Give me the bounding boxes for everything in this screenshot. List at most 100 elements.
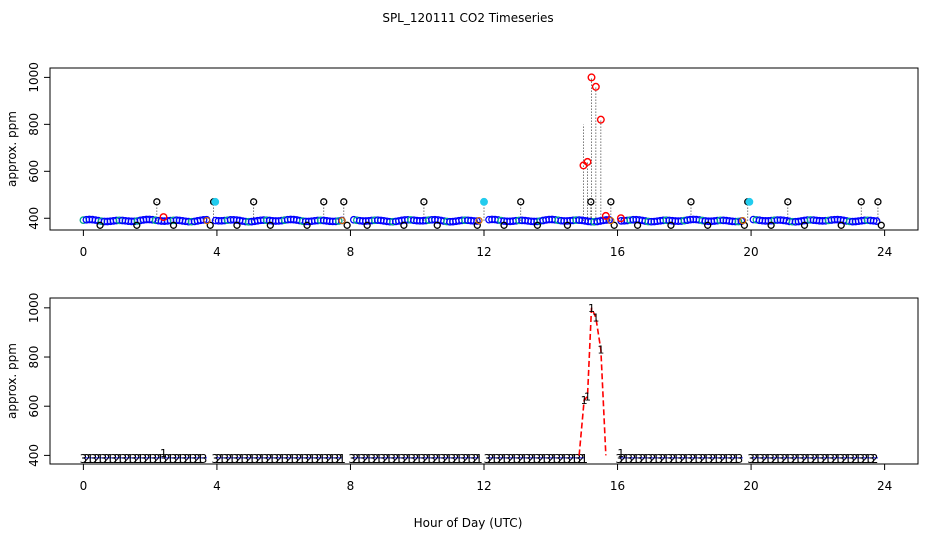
bottom-baseline-glyph: 3 bbox=[635, 452, 643, 466]
bottom-baseline-glyph: 3 bbox=[685, 452, 693, 466]
bottom-baseline-glyph: 1 bbox=[652, 452, 660, 466]
bottom-spike-line bbox=[578, 307, 607, 456]
top-low-point bbox=[433, 221, 441, 229]
bottom-baseline-glyph: 3 bbox=[272, 452, 280, 466]
top-low-point bbox=[837, 221, 845, 229]
bottom-baseline-glyph: 3 bbox=[706, 452, 714, 466]
top-orange-flag bbox=[203, 217, 211, 225]
bottom-baseline-glyph: 1 bbox=[824, 452, 832, 466]
bottom-baseline-glyph: 2 bbox=[751, 452, 759, 466]
bottom-baseline-glyph: 3 bbox=[388, 452, 396, 466]
bottom-baseline-glyph: 3 bbox=[524, 452, 532, 466]
bottom-baseline-glyph: 2 bbox=[629, 452, 637, 466]
bottom-baseline-glyph: 3 bbox=[514, 452, 522, 466]
bottom-baseline-glyph: 2 bbox=[669, 452, 677, 466]
bottom-baseline-glyph: 1 bbox=[228, 452, 236, 466]
bottom-baseline-glyph: 1 bbox=[455, 452, 463, 466]
bottom-baseline-glyph: 3 bbox=[645, 452, 653, 466]
bottom-baseline-glyph: 3 bbox=[716, 452, 724, 466]
bottom-baseline-glyph: 2 bbox=[452, 452, 460, 466]
top-high-point bbox=[587, 198, 595, 206]
bottom-baseline-glyph: 3 bbox=[696, 452, 704, 466]
bottom-baseline-glyph: 1 bbox=[560, 452, 568, 466]
bottom-baseline-glyph: 3 bbox=[358, 452, 366, 466]
bottom-baseline-glyph: 2 bbox=[679, 452, 687, 466]
top-high-point bbox=[320, 198, 328, 206]
top-low-point bbox=[500, 221, 508, 229]
bottom-baseline-glyph: 2 bbox=[352, 452, 360, 466]
bottom-baseline-glyph: 3 bbox=[504, 452, 512, 466]
bottom-spike-glyph: 1 bbox=[584, 390, 591, 403]
bottom-baseline-glyph: 3 bbox=[241, 452, 249, 466]
bottom-baseline-glyph: 2 bbox=[325, 452, 333, 466]
top-ytick-label: 600 bbox=[27, 160, 41, 183]
bottom-baseline-glyph: 2 bbox=[412, 452, 420, 466]
bottom-ytick-label: 800 bbox=[27, 346, 41, 369]
top-low-point bbox=[206, 221, 214, 229]
top-high-point bbox=[687, 198, 695, 206]
bottom-baseline-glyph: 3 bbox=[90, 452, 98, 466]
top-cyan-flag bbox=[211, 197, 220, 206]
bottom-baseline-glyph: 3 bbox=[368, 452, 376, 466]
top-low-point bbox=[877, 221, 885, 229]
bottom-baseline-glyph: 3 bbox=[190, 452, 198, 466]
x-axis-label: Hour of Day (UTC) bbox=[414, 516, 523, 530]
bottom-baseline-glyph: 1 bbox=[328, 452, 336, 466]
bottom-baseline-glyph: 1 bbox=[415, 452, 423, 466]
bottom-baseline-glyph: 2 bbox=[811, 452, 819, 466]
bottom-baseline-glyph: 2 bbox=[462, 452, 470, 466]
bottom-baseline-glyph: 2 bbox=[821, 452, 829, 466]
bottom-baseline-glyph: 1 bbox=[116, 452, 124, 466]
bottom-baseline-glyph: 1 bbox=[248, 452, 256, 466]
bottom-baseline-glyph: 3 bbox=[150, 452, 158, 466]
bottom-baseline-glyph: 3 bbox=[747, 452, 755, 466]
top-xtick-label: 0 bbox=[80, 245, 88, 259]
top-orange-flag bbox=[475, 217, 483, 225]
top-low-point bbox=[96, 221, 104, 229]
bottom-baseline-glyph: 1 bbox=[722, 452, 730, 466]
bottom-baseline-glyph: 1 bbox=[784, 452, 792, 466]
bottom-baseline-glyph: 1 bbox=[278, 452, 286, 466]
bottom-baseline-glyph: 1 bbox=[166, 452, 174, 466]
bottom-baseline-glyph: 3 bbox=[398, 452, 406, 466]
top-cyan-flag bbox=[745, 197, 754, 206]
bottom-baseline-glyph: 1 bbox=[258, 452, 266, 466]
bottom-baseline-glyph: 1 bbox=[632, 452, 640, 466]
bottom-baseline-glyph: 1 bbox=[642, 452, 650, 466]
bottom-baseline-glyph: 3 bbox=[777, 452, 785, 466]
bottom-baseline-glyph: 3 bbox=[458, 452, 466, 466]
bottom-baseline-glyph: 3 bbox=[736, 452, 744, 466]
top-data-point bbox=[199, 216, 208, 224]
bottom-baseline-glyph: 3 bbox=[534, 452, 542, 466]
bottom-baseline-glyph: 1 bbox=[500, 452, 508, 466]
bottom-baseline-glyph: 1 bbox=[814, 452, 822, 466]
top-data-point bbox=[734, 217, 743, 226]
bottom-baseline-glyph: 1 bbox=[136, 452, 144, 466]
bottom-baseline-glyph: 3 bbox=[857, 452, 865, 466]
top-xtick-label: 12 bbox=[476, 245, 491, 259]
bottom-baseline-glyph: 2 bbox=[183, 452, 191, 466]
bottom-baseline-glyph: 2 bbox=[709, 452, 717, 466]
top-spike-point bbox=[159, 213, 168, 222]
bottom-baseline-glyph: 2 bbox=[93, 452, 101, 466]
bottom-xtick-label: 24 bbox=[877, 479, 892, 493]
bottom-baseline-glyph: 1 bbox=[218, 452, 226, 466]
bottom-baseline-glyph: 2 bbox=[861, 452, 869, 466]
bottom-baseline-glyph: 2 bbox=[362, 452, 370, 466]
top-low-point bbox=[303, 221, 311, 229]
bottom-baseline-glyph: 2 bbox=[402, 452, 410, 466]
bottom-baseline-glyph: 2 bbox=[507, 452, 515, 466]
top-data-point bbox=[872, 217, 881, 225]
bottom-ytick-label: 400 bbox=[27, 444, 41, 467]
bottom-xtick-label: 4 bbox=[213, 479, 221, 493]
bottom-baseline-glyph: 2 bbox=[335, 452, 343, 466]
bottom-baseline-glyph: 3 bbox=[262, 452, 270, 466]
bottom-baseline-glyph: 3 bbox=[867, 452, 875, 466]
bottom-baseline-glyph: 1 bbox=[365, 452, 373, 466]
bottom-baseline-glyph: 1 bbox=[712, 452, 720, 466]
bottom-baseline-glyph: 2 bbox=[729, 452, 737, 466]
bottom-baseline-glyph: 1 bbox=[96, 452, 104, 466]
top-high-point bbox=[607, 198, 615, 206]
bottom-baseline-glyph: 2 bbox=[143, 452, 151, 466]
